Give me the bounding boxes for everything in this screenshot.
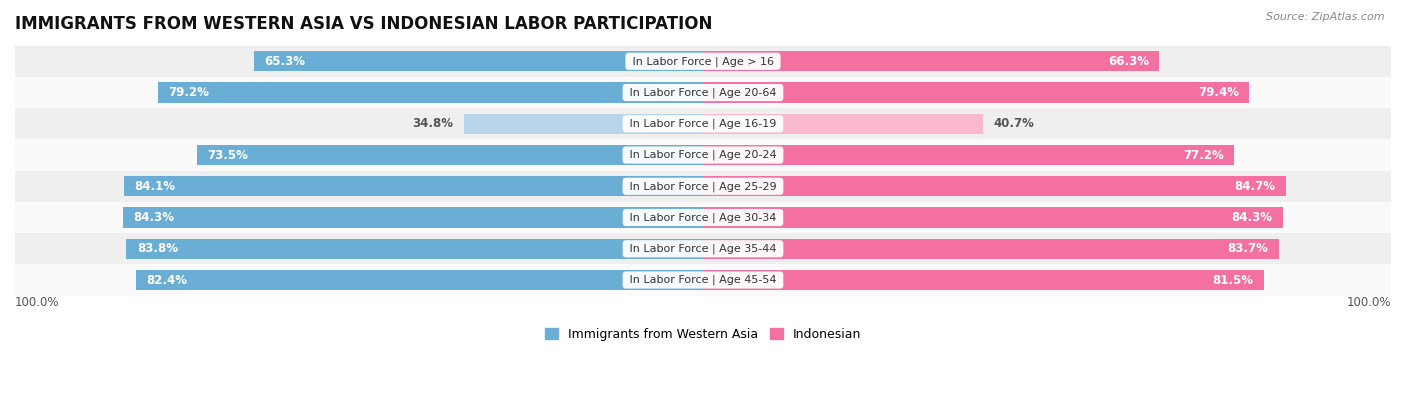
Bar (197, 145, 703, 165)
Bar (15, 108, 1391, 139)
Text: 82.4%: 82.4% (146, 273, 187, 286)
Text: IMMIGRANTS FROM WESTERN ASIA VS INDONESIAN LABOR PARTICIPATION: IMMIGRANTS FROM WESTERN ASIA VS INDONESI… (15, 15, 713, 33)
Text: 66.3%: 66.3% (1108, 55, 1149, 68)
Text: Source: ZipAtlas.com: Source: ZipAtlas.com (1267, 12, 1385, 22)
Bar (15, 77, 1391, 108)
Bar (703, 51, 1159, 71)
Bar (15, 171, 1391, 202)
Bar (136, 270, 703, 290)
Bar (122, 207, 703, 228)
Bar (703, 207, 1284, 228)
Bar (703, 83, 1250, 103)
Text: In Labor Force | Age 20-64: In Labor Force | Age 20-64 (626, 87, 780, 98)
Bar (703, 145, 1234, 165)
Text: 65.3%: 65.3% (264, 55, 305, 68)
Bar (703, 239, 1279, 259)
Text: In Labor Force | Age 20-24: In Labor Force | Age 20-24 (626, 150, 780, 160)
Text: In Labor Force | Age > 16: In Labor Force | Age > 16 (628, 56, 778, 66)
Bar (253, 51, 703, 71)
Bar (157, 83, 703, 103)
Bar (703, 176, 1285, 196)
Text: 83.8%: 83.8% (136, 242, 177, 255)
Text: In Labor Force | Age 35-44: In Labor Force | Age 35-44 (626, 244, 780, 254)
Text: 81.5%: 81.5% (1212, 273, 1253, 286)
Text: In Labor Force | Age 25-29: In Labor Force | Age 25-29 (626, 181, 780, 192)
Text: 84.3%: 84.3% (1232, 211, 1272, 224)
Bar (15, 233, 1391, 264)
Text: 77.2%: 77.2% (1182, 149, 1223, 162)
Text: 79.2%: 79.2% (169, 86, 209, 99)
Bar (703, 270, 1264, 290)
Text: 40.7%: 40.7% (993, 117, 1035, 130)
Bar (15, 139, 1391, 171)
Text: In Labor Force | Age 16-19: In Labor Force | Age 16-19 (626, 118, 780, 129)
Bar (127, 239, 703, 259)
Bar (703, 114, 983, 134)
Text: 34.8%: 34.8% (412, 117, 453, 130)
Text: 83.7%: 83.7% (1227, 242, 1268, 255)
Bar (15, 46, 1391, 77)
Text: 100.0%: 100.0% (1347, 296, 1391, 309)
Legend: Immigrants from Western Asia, Indonesian: Immigrants from Western Asia, Indonesian (541, 324, 865, 344)
Text: 84.3%: 84.3% (134, 211, 174, 224)
Bar (15, 202, 1391, 233)
Text: In Labor Force | Age 30-34: In Labor Force | Age 30-34 (626, 212, 780, 223)
Text: In Labor Force | Age 45-54: In Labor Force | Age 45-54 (626, 275, 780, 285)
Text: 84.7%: 84.7% (1234, 180, 1275, 193)
Bar (124, 176, 703, 196)
Bar (15, 264, 1391, 295)
Text: 73.5%: 73.5% (208, 149, 249, 162)
Bar (464, 114, 703, 134)
Text: 100.0%: 100.0% (15, 296, 59, 309)
Text: 79.4%: 79.4% (1198, 86, 1239, 99)
Text: 84.1%: 84.1% (135, 180, 176, 193)
